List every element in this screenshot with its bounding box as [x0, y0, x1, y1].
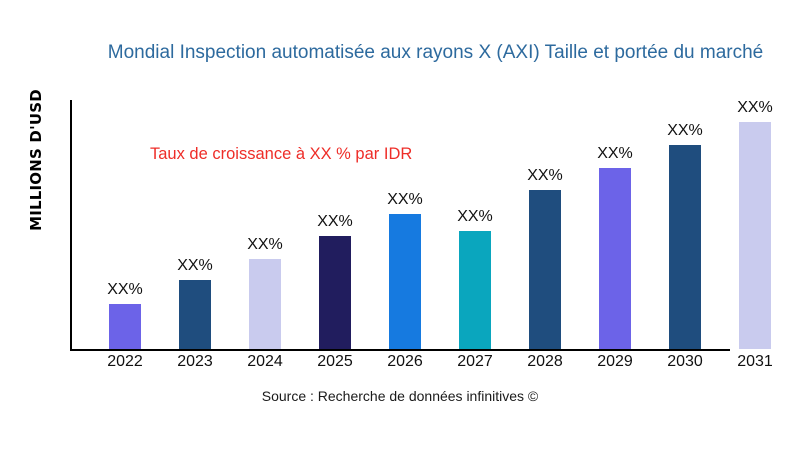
bar-group-2024: XX% 2024: [230, 0, 300, 370]
x-tick-label-2027: 2027: [457, 353, 493, 370]
bar-group-2031: XX% 2031: [720, 0, 790, 370]
bar-value-label-2022: XX%: [107, 281, 143, 298]
x-tick-label-2022: 2022: [107, 353, 143, 370]
bar-2025: [319, 236, 351, 349]
bar-value-label-2028: XX%: [527, 167, 563, 184]
bar-group-2028: XX% 2028: [510, 0, 580, 370]
bar-2027: [459, 231, 491, 349]
x-tick-label-2023: 2023: [177, 353, 213, 370]
bar-2024: [249, 259, 281, 349]
bar-group-2027: XX% 2027: [440, 0, 510, 370]
bar-group-2026: XX% 2026: [370, 0, 440, 370]
source-caption: Source : Recherche de données infinitive…: [261, 388, 539, 404]
x-axis-line: [70, 349, 730, 351]
x-tick-label-2026: 2026: [387, 353, 423, 370]
bar-value-label-2030: XX%: [667, 122, 703, 139]
bar-group-2025: XX% 2025: [300, 0, 370, 370]
bar-group-2029: XX% 2029: [580, 0, 650, 370]
bar-value-label-2026: XX%: [387, 191, 423, 208]
y-axis-line: [70, 100, 72, 351]
x-tick-label-2025: 2025: [317, 353, 353, 370]
growth-rate-annotation: Taux de croissance à XX % par IDR: [150, 145, 413, 163]
bar-value-label-2024: XX%: [247, 236, 283, 253]
bar-value-label-2025: XX%: [317, 213, 353, 230]
bar-2023: [179, 280, 211, 349]
bar-group-2030: XX% 2030: [650, 0, 720, 370]
bar-value-label-2031: XX%: [737, 99, 773, 116]
chart-title: Mondial Inspection automatisée aux rayon…: [107, 42, 764, 63]
bar-value-label-2029: XX%: [597, 145, 633, 162]
bar-2031: [739, 122, 771, 349]
x-tick-label-2024: 2024: [247, 353, 283, 370]
x-tick-label-2031: 2031: [737, 353, 773, 370]
bar-value-label-2023: XX%: [177, 257, 213, 274]
bar-2026: [389, 214, 421, 349]
bar-2022: [109, 304, 141, 349]
bar-2030: [669, 145, 701, 349]
bar-group-2023: XX% 2023: [160, 0, 230, 370]
bar-2029: [599, 168, 631, 349]
x-tick-label-2029: 2029: [597, 353, 633, 370]
bar-group-2022: XX% 2022: [90, 0, 160, 370]
x-tick-label-2028: 2028: [527, 353, 563, 370]
bar-2028: [529, 190, 561, 349]
x-tick-label-2030: 2030: [667, 353, 703, 370]
bar-value-label-2027: XX%: [457, 208, 493, 225]
